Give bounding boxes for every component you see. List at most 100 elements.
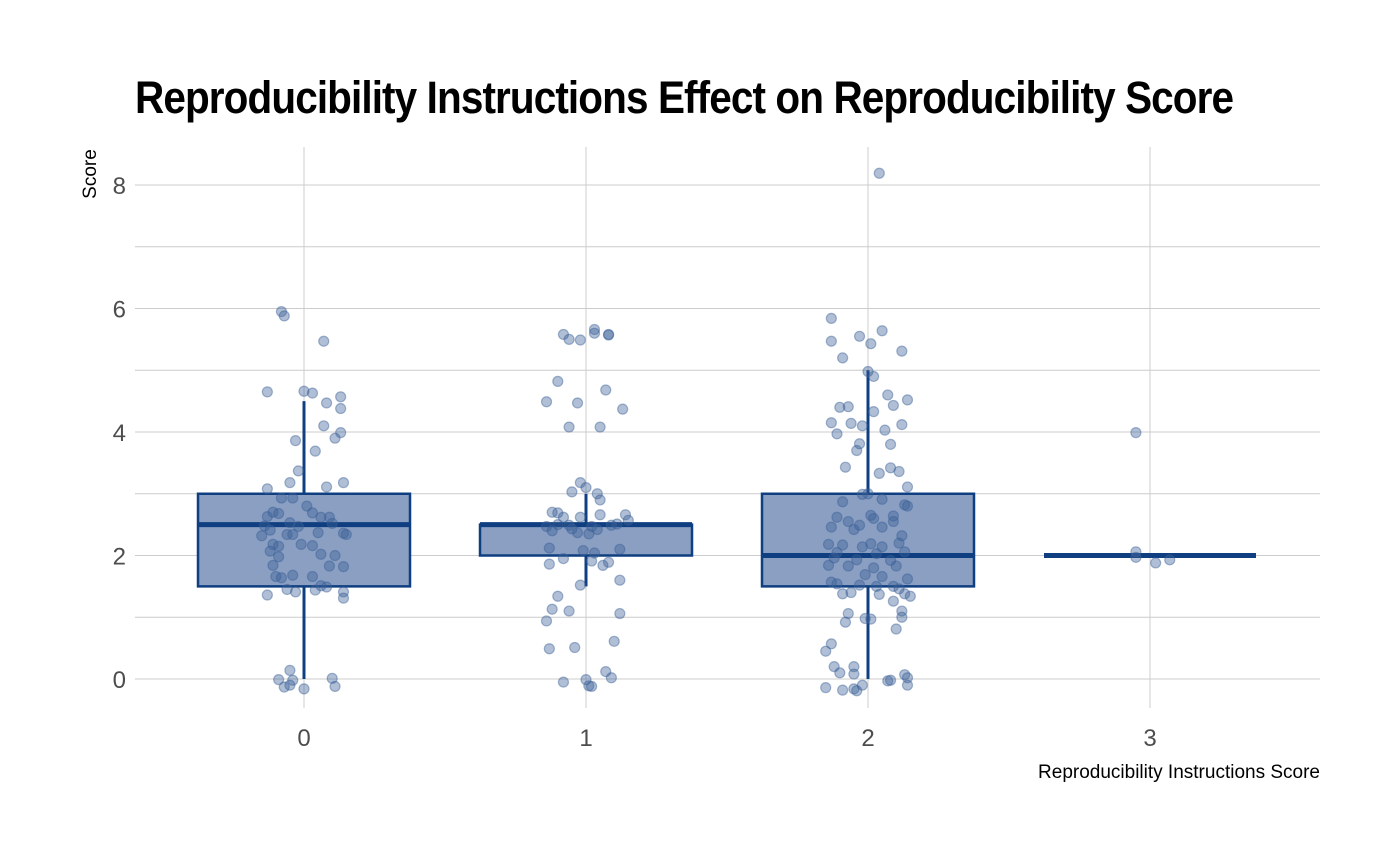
data-point (281, 528, 293, 541)
chart-title: Reproducibility Instructions Effect on R… (135, 72, 1234, 123)
data-point (868, 406, 880, 418)
data-point (825, 521, 837, 533)
data-point (588, 323, 601, 336)
data-point (569, 641, 581, 654)
y-tick-label: 8 (113, 173, 126, 200)
data-point (574, 511, 586, 523)
data-point (893, 465, 905, 478)
data-point (842, 401, 854, 413)
data-point (600, 384, 612, 396)
data-point (552, 507, 564, 519)
data-point (825, 417, 837, 429)
data-point (873, 588, 885, 601)
data-point (580, 481, 592, 494)
data-point (837, 684, 849, 696)
data-point (884, 554, 897, 567)
data-point (845, 586, 857, 599)
y-tick-label: 4 (113, 420, 126, 447)
data-point (884, 438, 897, 450)
data-point (825, 335, 837, 347)
data-point (261, 510, 273, 523)
data-point (337, 527, 350, 539)
data-point (602, 556, 615, 568)
data-point (267, 506, 279, 518)
data-point (899, 588, 911, 600)
data-point (893, 537, 905, 549)
data-point (261, 589, 273, 601)
box-iqr (760, 492, 976, 588)
data-point (329, 432, 341, 444)
data-point (540, 520, 553, 533)
data-point (848, 523, 860, 536)
data-point (275, 572, 288, 584)
data-point (884, 674, 897, 686)
data-point (851, 444, 863, 457)
data-point (820, 682, 832, 694)
x-tick-label: 2 (861, 725, 874, 752)
data-point (890, 623, 902, 635)
data-point (825, 576, 837, 588)
data-point (865, 613, 877, 625)
y-tick-label: 6 (113, 297, 126, 324)
data-point (868, 512, 880, 525)
data-point (865, 338, 877, 350)
data-point (591, 523, 603, 536)
data-point (876, 325, 888, 337)
data-point (563, 605, 575, 617)
data-point (586, 555, 598, 567)
data-point (831, 428, 843, 440)
x-tick-label: 0 (297, 725, 310, 752)
data-point (901, 394, 914, 406)
data-point (256, 530, 268, 542)
data-point (865, 538, 877, 550)
data-point (853, 438, 866, 450)
data-point (602, 328, 615, 341)
data-point (851, 554, 863, 566)
data-point (896, 530, 908, 542)
grid-lines (135, 147, 1320, 708)
data-point (822, 538, 835, 550)
data-point (856, 679, 868, 691)
data-point (842, 560, 854, 572)
data-point (315, 580, 327, 592)
data-point (552, 590, 564, 602)
data-point (879, 424, 891, 436)
data-point (839, 461, 852, 473)
data-point (335, 427, 347, 439)
data-point (597, 559, 609, 571)
data-point (258, 520, 271, 532)
data-point (873, 167, 885, 179)
data-point (267, 538, 279, 550)
data-point (284, 477, 296, 489)
data-point (315, 511, 327, 523)
data-point (543, 643, 555, 655)
data-point (312, 527, 324, 539)
data-point (868, 562, 880, 574)
y-tick-label: 2 (113, 544, 126, 571)
data-point (859, 569, 871, 581)
data-point (887, 595, 899, 607)
data-point (619, 509, 632, 521)
data-point (586, 680, 598, 693)
data-point (320, 397, 333, 409)
data-point (275, 305, 288, 318)
data-point (540, 615, 553, 627)
data-point (546, 603, 558, 615)
data-point (574, 477, 586, 489)
data-point (284, 679, 296, 691)
data-point (306, 507, 319, 519)
data-point (842, 607, 854, 620)
data-point (904, 590, 916, 602)
data-point (292, 520, 304, 533)
data-point (887, 510, 899, 522)
tick-labels: 0 2 4 6 8 0 1 2 3 (113, 173, 1157, 752)
data-point (563, 519, 575, 531)
data-point (329, 549, 341, 562)
data-point (284, 517, 296, 529)
data-point (876, 570, 888, 583)
data-point (856, 541, 868, 553)
data-point (853, 330, 866, 342)
data-point (546, 506, 558, 518)
data-point (887, 515, 899, 528)
